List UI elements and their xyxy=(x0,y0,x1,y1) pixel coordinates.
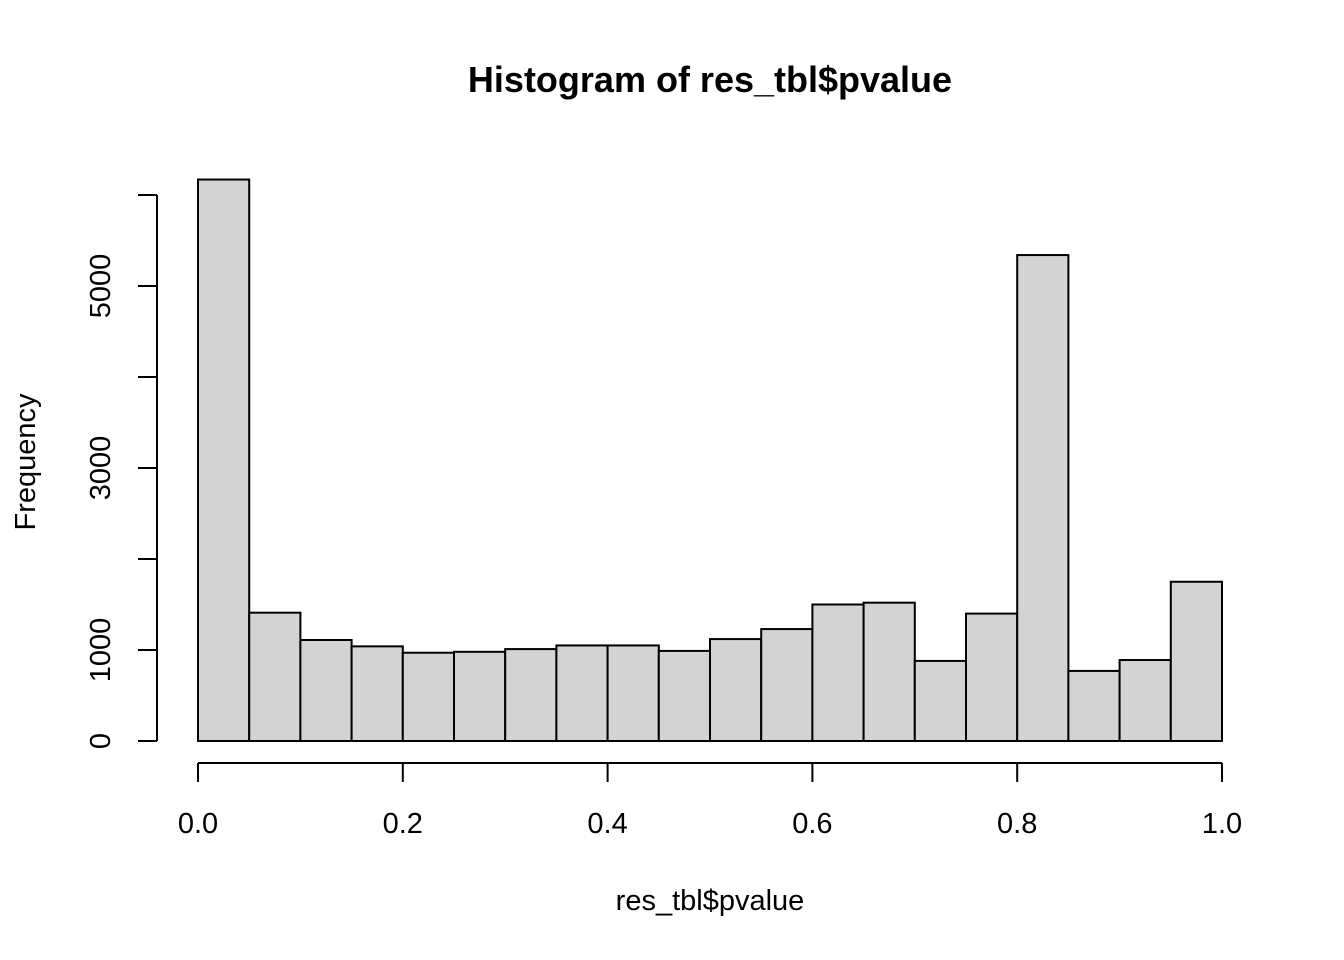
histogram-bar xyxy=(1067,669,1121,742)
histogram-bar xyxy=(709,638,763,743)
y-tick-label: 1000 xyxy=(85,618,117,683)
x-axis: 0.0 0.2 0.4 0.6 0.8 1.0 xyxy=(178,762,1242,840)
histogram-bar xyxy=(913,659,967,742)
histogram-bar xyxy=(299,638,353,742)
x-tick-label: 0.6 xyxy=(792,808,832,840)
x-tick-label: 0.8 xyxy=(997,808,1037,840)
histogram-bar xyxy=(1169,580,1224,742)
histogram-bar xyxy=(811,603,865,742)
y-tick-label: 5000 xyxy=(85,254,117,319)
histogram-bar xyxy=(504,648,558,743)
y-tick-label: 3000 xyxy=(85,436,117,501)
x-tick-label: 1.0 xyxy=(1202,808,1242,840)
y-axis: 0 1000 3000 5000 xyxy=(85,194,158,749)
x-tick-label: 0.0 xyxy=(178,808,218,840)
y-tick-label: 0 xyxy=(85,733,117,749)
histogram-bar xyxy=(606,644,660,743)
histogram-bar xyxy=(1016,254,1070,742)
histogram-bar xyxy=(197,178,251,742)
histogram-bar xyxy=(248,611,302,742)
x-tick-label: 0.2 xyxy=(383,808,423,840)
histogram-bar xyxy=(453,650,507,743)
histogram-bar xyxy=(350,645,404,742)
histogram-bar xyxy=(862,601,916,742)
chart-title: Histogram of res_tbl$pvalue xyxy=(468,59,952,100)
histogram-bar xyxy=(555,644,609,743)
histogram-bar xyxy=(657,649,711,742)
histogram-bar xyxy=(965,612,1019,742)
x-tick-label: 0.4 xyxy=(587,808,627,840)
histogram-bar xyxy=(401,651,455,742)
bars-group xyxy=(197,178,1224,743)
x-axis-label: res_tbl$pvalue xyxy=(616,885,805,917)
histogram-bar xyxy=(760,628,814,743)
y-axis-label: Frequency xyxy=(10,393,42,531)
histogram-bar xyxy=(1118,659,1172,743)
